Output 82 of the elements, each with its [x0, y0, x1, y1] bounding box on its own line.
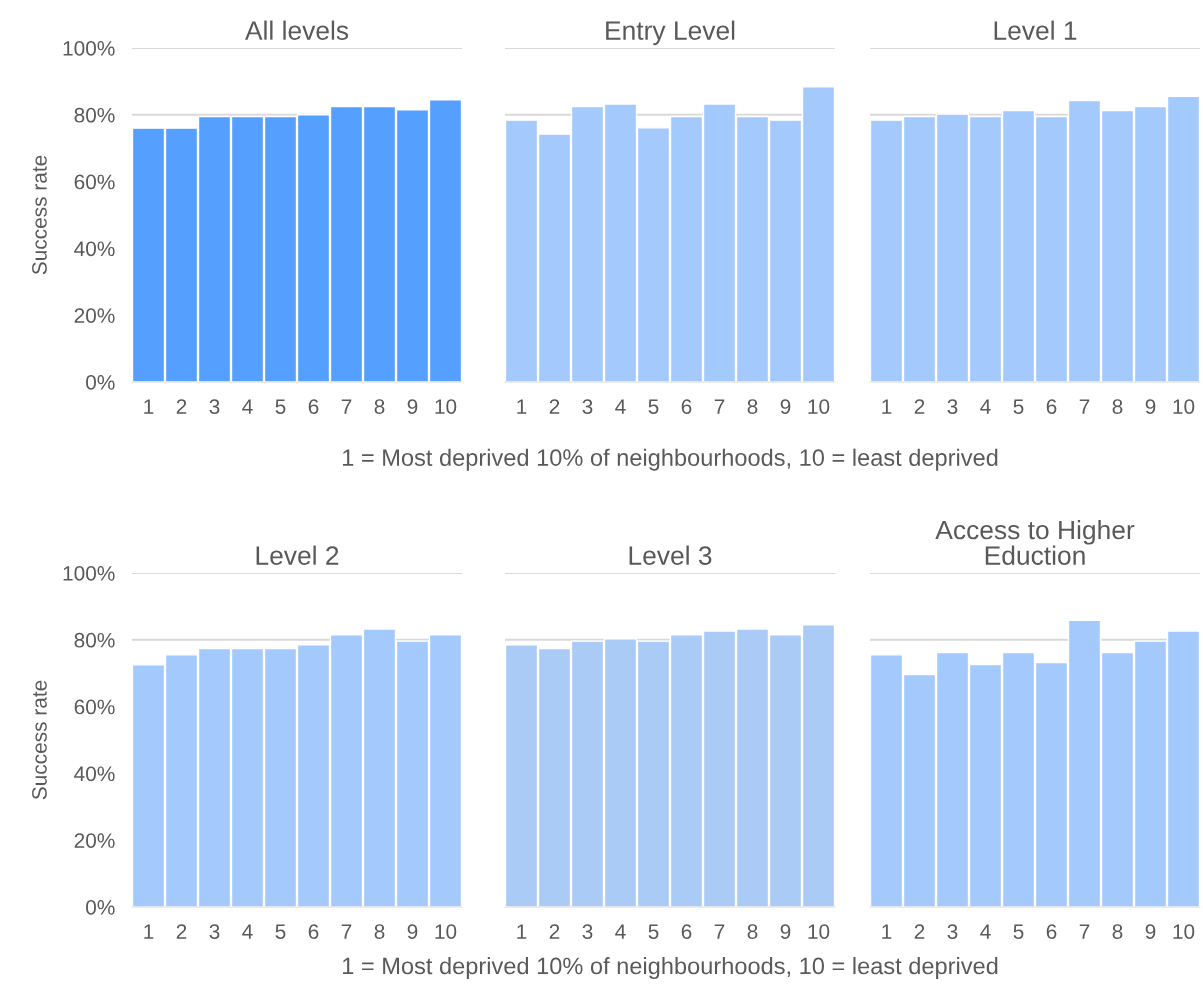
x-tick-label: 7: [341, 399, 352, 414]
x-tick-label: 7: [1079, 924, 1090, 939]
x-tick-label: 10: [1173, 399, 1195, 414]
y-axis-title: Success rate: [32, 155, 47, 275]
chart-title: All levels: [244, 20, 349, 40]
x-tick-label: 2: [914, 924, 925, 939]
x-tick-label: 3: [582, 399, 593, 414]
x-tick-label: 8: [374, 924, 385, 939]
chart-title: Level 3: [629, 545, 712, 565]
x-tick-label: 2: [549, 924, 560, 939]
x-tick-label: 7: [1079, 399, 1090, 414]
x-tick-label: 2: [914, 399, 925, 414]
y-tick-label: 100%: [63, 566, 115, 581]
y-tick-label: 0%: [86, 900, 115, 915]
y-tick-label: 80%: [74, 107, 115, 123]
x-tick-label: 5: [1013, 399, 1024, 414]
y-tick-label: 80%: [74, 632, 115, 648]
x-tick-label: 3: [209, 399, 220, 414]
y-tick-label: 40%: [74, 766, 115, 782]
y-tick-label: 40%: [74, 241, 115, 257]
x-tick-label: 10: [808, 399, 830, 414]
x-tick-label: 9: [1145, 399, 1156, 414]
x-axis-title: 1 = Most deprived 10% of neighbourhoods, 10 = least deprived: [343, 956, 998, 979]
x-tick-label: 7: [714, 924, 725, 939]
x-tick-label: 6: [681, 924, 692, 939]
x-tick-label: 8: [747, 924, 758, 939]
x-tick-label: 1: [144, 924, 154, 939]
x-tick-label: 2: [549, 399, 560, 414]
x-tick-label: 6: [308, 924, 319, 939]
x-axis-title: 1 = Most deprived 10% of neighbourhoods, 10 = least deprived: [343, 448, 998, 471]
x-tick-label: 4: [242, 399, 253, 414]
x-tick-label: 4: [615, 399, 626, 414]
x-tick-label: 5: [648, 924, 659, 939]
x-tick-label: 6: [1046, 399, 1057, 414]
x-tick-label: 8: [1112, 924, 1123, 939]
x-tick-label: 4: [242, 924, 253, 939]
y-tick-label: 0%: [86, 375, 115, 390]
x-tick-label: 10: [435, 924, 457, 939]
x-tick-label: 1: [882, 399, 892, 414]
x-tick-label: 1: [517, 399, 527, 414]
x-tick-label: 9: [407, 924, 418, 939]
x-tick-label: 9: [407, 399, 418, 414]
x-tick-label: 10: [1173, 924, 1195, 939]
y-tick-label: 20%: [74, 308, 115, 323]
x-tick-label: 8: [1112, 399, 1123, 414]
x-tick-label: 8: [374, 399, 385, 414]
x-tick-label: 9: [780, 924, 791, 939]
chart-title: Level 1: [994, 20, 1077, 40]
x-tick-label: 9: [780, 399, 791, 414]
x-tick-label: 6: [308, 399, 319, 414]
x-tick-label: 5: [1013, 924, 1024, 939]
x-tick-label: 7: [714, 399, 725, 414]
y-axis-title: Success rate: [32, 680, 47, 800]
x-tick-label: 10: [435, 399, 457, 414]
x-tick-label: 4: [980, 924, 991, 939]
y-tick-label: 60%: [74, 699, 115, 715]
x-tick-label: 3: [947, 924, 958, 939]
x-tick-label: 6: [1046, 924, 1057, 939]
x-tick-label: 1: [882, 924, 892, 939]
x-tick-label: 8: [747, 399, 758, 414]
y-tick-label: 100%: [63, 41, 115, 56]
x-tick-label: 2: [176, 924, 187, 939]
y-tick-label: 60%: [74, 174, 115, 190]
chart-title: Level 2: [256, 545, 339, 565]
x-tick-label: 10: [808, 924, 830, 939]
x-tick-label: 5: [275, 924, 286, 939]
x-tick-label: 7: [341, 924, 352, 939]
x-tick-label: 2: [176, 399, 187, 414]
x-tick-label: 3: [582, 924, 593, 939]
x-tick-label: 1: [517, 924, 527, 939]
y-tick-label: 20%: [74, 833, 115, 848]
x-tick-label: 3: [209, 924, 220, 939]
x-tick-label: 6: [681, 399, 692, 414]
x-tick-label: 4: [615, 924, 626, 939]
x-tick-label: 4: [980, 399, 991, 414]
x-tick-label: 1: [144, 399, 154, 414]
x-tick-label: 5: [648, 399, 659, 414]
x-tick-label: 5: [275, 399, 286, 414]
chart-title: Entry Level: [606, 20, 735, 46]
x-tick-label: 9: [1145, 924, 1156, 939]
chart-title: Access to Higher Eduction: [935, 519, 1135, 565]
x-tick-label: 3: [947, 399, 958, 414]
